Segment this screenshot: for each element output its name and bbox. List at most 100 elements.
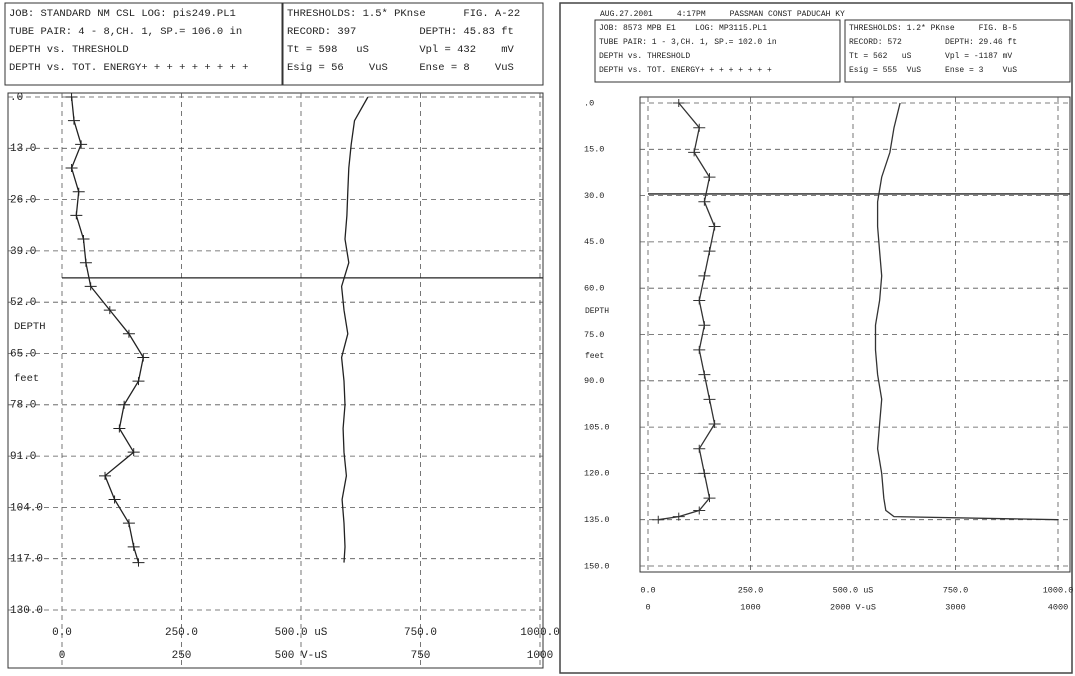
energy-marker [693,296,706,305]
header-box [844,19,1071,83]
energy-marker [708,420,721,429]
plot-frame [7,92,544,669]
energy-marker [108,495,121,504]
header-line: Esig = 56 VuS Ense = 8 VuS [287,62,514,74]
x2-tick-label: 750 [411,650,431,662]
y-tick-label: 60.0 [584,283,604,293]
energy-marker [703,395,716,404]
x2-tick-label: 2000 V-uS [830,602,876,612]
header-line: Tt = 598 uS Vpl = 432 mV [287,44,515,56]
header-line: DEPTH vs. TOT. ENERGY+ + + + + + + + [599,66,772,75]
energy-marker [70,211,83,220]
header-line: JOB: 8573 MPB E1 LOG: MP3115.PL1 [599,24,767,33]
energy-marker [703,494,716,503]
header-line: Tt = 562 uS Vpl = -1187 mV [849,52,1012,61]
y-tick-label: 130.0 [10,605,43,617]
energy-marker [688,148,701,157]
trace [658,102,716,521]
energy-marker [708,222,721,231]
y-axis-label: DEPTH [14,321,46,333]
x-tick-label: 250.0 [738,585,764,595]
y-tick-label: 15.0 [584,145,604,155]
energy-marker [693,345,706,354]
energy-marker [698,197,711,206]
energy-marker [84,282,97,291]
y-tick-label: .0 [10,92,23,104]
y-tick-label: 105.0 [584,422,610,432]
energy-marker [127,448,140,457]
y-tick-label: 52.0 [10,297,36,309]
y-tick-label: 91.0 [10,451,36,463]
energy-marker [132,377,145,386]
x2-tick-label: 0 [645,602,650,612]
header-line: RECORD: 572 DEPTH: 29.46 ft [849,38,1017,47]
energy-marker [65,164,78,173]
x-tick-label: 250.0 [165,627,198,639]
trace [70,96,144,563]
header-line: DEPTH vs. THRESHOLD [9,44,129,56]
x2-tick-label: 1000 [527,650,553,662]
energy-marker [113,424,126,433]
x-tick-label: 500.0 uS [833,585,874,595]
energy-marker [703,173,716,182]
y-tick-label: 78.0 [10,400,36,412]
header-line: TUBE PAIR: 4 - 8,CH. 1, SP.= 106.0 in [9,26,242,38]
y-tick-label: 104.0 [10,502,43,514]
energy-marker [693,123,706,132]
y-tick-label: 45.0 [584,237,604,247]
x-tick-label: 0.0 [640,585,655,595]
y-axis-label: feet [585,352,604,361]
energy-marker [118,400,131,409]
energy-marker [77,235,90,244]
x-tick-label: 1000.0 [1043,585,1074,595]
x-tick-label: 750.0 [943,585,969,595]
y-tick-label: 117.0 [10,554,43,566]
header-box [282,2,544,86]
x2-tick-label: 4000 [1048,602,1068,612]
y-tick-label: 90.0 [584,376,604,386]
panel-border [559,2,1073,674]
energy-marker [703,247,716,256]
header-box [4,2,283,86]
header-line: TUBE PAIR: 1 - 3,CH. 1, SP.= 102.0 in [599,38,777,47]
y-tick-label: 30.0 [584,191,604,201]
energy-marker [698,321,711,330]
trace [340,96,369,563]
energy-marker [652,515,665,524]
y-tick-label: 120.0 [584,469,610,479]
y-tick-label: 150.0 [584,561,610,571]
energy-marker [698,370,711,379]
header-box [594,19,841,83]
x2-tick-label: 1000 [740,602,760,612]
header-line: THRESHOLDS: 1.5* PKnse FIG. A-22 [287,8,520,20]
energy-marker [65,93,78,101]
x2-tick-label: 3000 [945,602,965,612]
energy-marker [75,140,88,149]
energy-marker [698,469,711,478]
y-tick-label: 75.0 [584,330,604,340]
y-tick-label: 135.0 [584,515,610,525]
energy-marker [698,271,711,280]
header-line: DEPTH vs. THRESHOLD [599,52,690,61]
y-axis-label: DEPTH [585,307,609,316]
y-tick-label: 39.0 [10,246,36,258]
energy-marker [72,187,85,196]
header-line: Esig = 555 VuS Ense = 3 VuS [849,66,1017,75]
x-tick-label: 500.0 uS [275,627,328,639]
header-line: RECORD: 397 DEPTH: 45.83 ft [287,26,514,38]
x-tick-label: 0.0 [52,627,72,639]
y-tick-label: 13.0 [10,143,36,155]
x-tick-label: 1000.0 [520,627,560,639]
header-line: DEPTH vs. TOT. ENERGY+ + + + + + + + + [9,62,248,74]
energy-marker [122,329,135,338]
energy-marker [67,116,80,125]
energy-marker [672,512,685,521]
energy-marker [693,506,706,515]
y-axis-label: feet [14,373,39,385]
y-tick-label: 26.0 [10,195,36,207]
energy-marker [693,444,706,453]
energy-marker [79,258,92,267]
x2-tick-label: 0 [59,650,66,662]
energy-marker [672,99,685,107]
